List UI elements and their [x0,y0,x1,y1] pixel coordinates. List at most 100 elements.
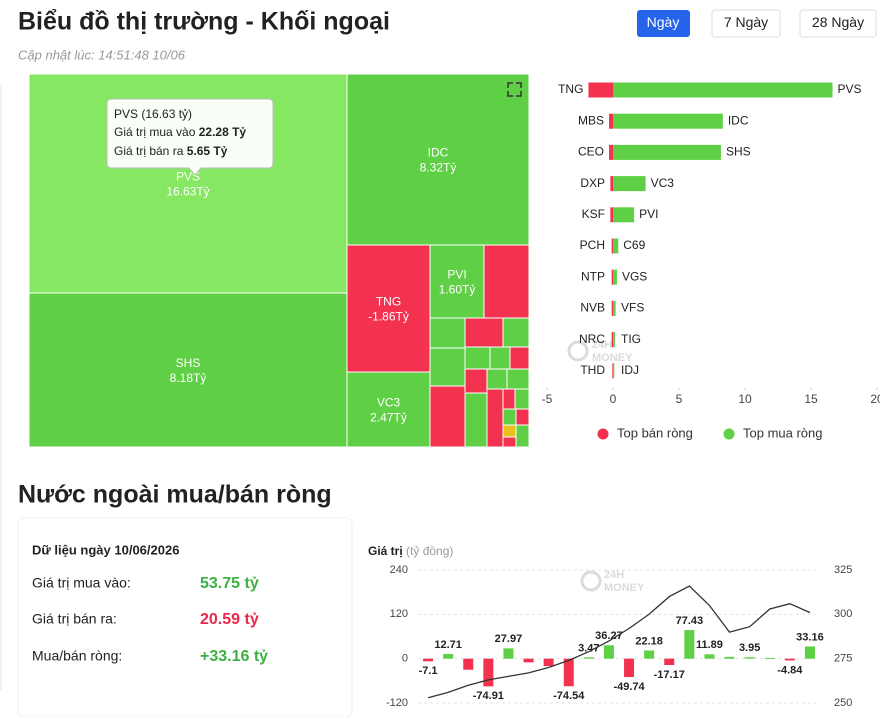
bar-label: SHS [726,145,751,159]
y2-tick-label: 275 [834,653,852,665]
bar [613,144,721,160]
tab-label[interactable]: 7 Ngày [724,14,768,30]
treemap-cell [489,346,511,370]
bar [644,650,655,659]
bar [684,630,695,659]
watermark-text: 24H [592,339,612,351]
page-title: Biểu đồ thị trường - Khối ngoại [18,8,390,36]
bar-value-label: 12.71 [434,639,462,651]
tab-label[interactable]: Ngày [647,14,680,30]
bar [613,207,635,223]
y2-tick-label: 300 [834,608,852,620]
bar [612,363,614,379]
bar [664,658,675,666]
bar [611,300,613,316]
bar [563,658,574,687]
treemap-cell [502,436,517,448]
cell-label: VC3 [377,396,401,410]
bar [613,82,833,98]
y2-tick-label: 325 [834,564,852,576]
line [427,585,811,699]
x-tick-label: 0 [610,392,617,406]
summary-label: Mua/bán ròng: [32,648,122,664]
bar [610,176,613,192]
y-axis-unit: (tỷ đồng) [406,544,453,558]
tab-button[interactable] [711,9,781,38]
bar-label: VC3 [651,176,675,190]
bar [804,646,815,659]
tooltip-title: PVS (16.63 tỷ) [114,107,192,121]
summary-value: 20.59 tỷ [200,611,259,628]
bar [583,657,594,659]
treemap-cell [346,371,431,448]
treemap-cell [502,317,530,348]
treemap-cell [502,424,517,438]
bar [613,332,615,348]
treemap-cell [486,368,508,390]
cell-label: SHS [176,356,201,370]
treemap-cell [464,368,488,394]
fullscreen-icon[interactable] [507,82,522,97]
bar [611,238,613,254]
tooltip-value: 5.65 Tỷ [187,144,228,158]
bar-label: TIG [621,332,641,346]
x-tick-label: 20 [870,392,880,406]
treemap-cell [346,73,530,246]
treemap-cell [486,388,504,448]
tooltip: PVS (16.63 tỷ) Giá trị mua vào 22.28 Tỷ … [106,98,274,176]
tab-button[interactable] [799,9,877,38]
bar [724,656,735,659]
bar-label: NVB [580,301,605,315]
treemap-cell [429,244,485,319]
bar-value-label: -17.17 [654,669,685,681]
y-tick-label: 240 [390,564,408,576]
tab-button[interactable] [637,10,690,37]
treemap-cell [502,408,517,426]
bar [624,658,635,678]
bar [543,658,554,667]
bar-label: PCH [580,238,605,252]
treemap-cell [509,346,530,370]
bar-label: C69 [623,238,645,252]
bar-value-label: 33.16 [796,631,824,643]
bar-value-label: -49.74 [613,681,645,693]
legend-marker [597,428,609,440]
summary-title: Dữ liệu ngày 10/06/2026 [32,542,179,557]
bar [423,658,434,662]
x-tick-label: 5 [676,392,683,406]
bar-value-label: 11.89 [696,639,723,651]
summary-value: 53.75 tỷ [200,575,259,592]
bar-label: PVI [639,207,658,221]
summary-value: +33.16 tỷ [200,648,268,665]
bar [463,658,474,670]
tooltip-row-label: Giá trị bán ra 5.65 Tỷ [114,144,228,158]
watermark-text: 24H [604,569,624,581]
bar-value-label: -4.84 [777,664,803,676]
bar-label: DXP [580,176,605,190]
bar [613,300,616,316]
bar [610,207,613,223]
bar [613,363,615,379]
treemap-cell [429,347,466,387]
y-tick-label: -120 [386,697,408,709]
x-tick-label: -5 [542,392,553,406]
x-tick-label: 10 [738,392,752,406]
bar [603,645,614,659]
bar-label: VFS [621,301,644,315]
tooltip-row-label: Giá trị mua vào 22.28 Tỷ [114,125,246,139]
treemap-cell [464,392,488,448]
bar-label: IDC [728,113,749,127]
tab-label[interactable]: 28 Ngày [812,14,864,30]
cell-label: IDC [428,146,449,160]
legend-label: Top mua ròng [743,425,823,440]
bar [609,144,613,160]
tooltip-label: Giá trị bán ra [114,144,184,158]
treemap: PVS16.63TỷIDC8.32TỷSHS8.18TỷTNG-1.86TỷPV… [28,73,530,448]
updated-time: Cập nhật lúc: 14:51:48 10/06 [18,47,186,62]
bar-value-label: -74.91 [473,690,504,702]
tooltip-value: 22.28 Tỷ [199,125,247,139]
bar-label: PVS [838,82,862,96]
y-axis-label: Giá trị [368,544,403,558]
treemap-cell [514,388,530,410]
